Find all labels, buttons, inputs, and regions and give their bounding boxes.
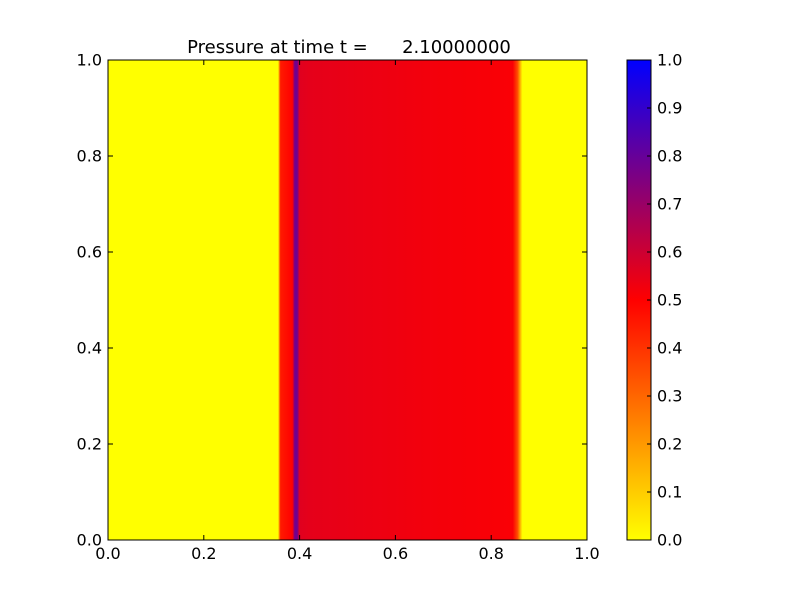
colorbar-tick-label: 0.4 (657, 339, 682, 358)
plot-area: 0.0 0.2 0.4 0.6 0.8 1.0 0.0 0.2 0.4 0.6 0.8 1.0 (77, 51, 600, 564)
colorbar-tick-label: 0.7 (657, 195, 682, 214)
plot-frame (107, 59, 588, 541)
colorbar-tick-label: 0.3 (657, 387, 682, 406)
y-tick-label: 0.2 (77, 435, 102, 454)
x-tick-label: 0.2 (191, 544, 216, 563)
colorbar-tick-label: 0.0 (657, 531, 682, 550)
x-axis: 0.0 0.2 0.4 0.6 0.8 1.0 (95, 60, 600, 563)
y-tick-label: 1.0 (77, 51, 102, 70)
x-tick-label: 1.0 (574, 544, 599, 563)
pressure-field (108, 60, 587, 540)
x-tick-label: 0.4 (287, 544, 312, 563)
x-tick-label: 0.8 (478, 544, 503, 563)
colorbar-tick-label: 0.5 (657, 291, 682, 310)
x-tick-label: 0.6 (383, 544, 408, 563)
colorbar-tick-label: 0.1 (657, 483, 682, 502)
colorbar-ticks: 0.0 0.1 0.2 0.3 0.4 0.5 0.6 0.7 0.8 0.9 1.0 (647, 51, 682, 550)
y-tick-label: 0.0 (77, 531, 102, 550)
x-tick-label: 0.0 (95, 544, 120, 563)
colorbar-tick-label: 0.6 (657, 243, 682, 262)
y-tick-label: 0.4 (77, 339, 102, 358)
colorbar-tick-label: 0.2 (657, 435, 682, 454)
colorbar-tick-label: 1.0 (657, 51, 682, 70)
y-axis: 0.0 0.2 0.4 0.6 0.8 1.0 (77, 51, 587, 550)
colorbar: 0.0 0.1 0.2 0.3 0.4 0.5 0.6 0.7 0.8 0.9 1.0 (626, 51, 682, 550)
y-tick-label: 0.8 (77, 147, 102, 166)
y-tick-label: 0.6 (77, 243, 102, 262)
chart-title: Pressure at time t = 2.10000000 (187, 37, 511, 58)
colorbar-tick-label: 0.9 (657, 99, 682, 118)
colorbar-tick-label: 0.8 (657, 147, 682, 166)
